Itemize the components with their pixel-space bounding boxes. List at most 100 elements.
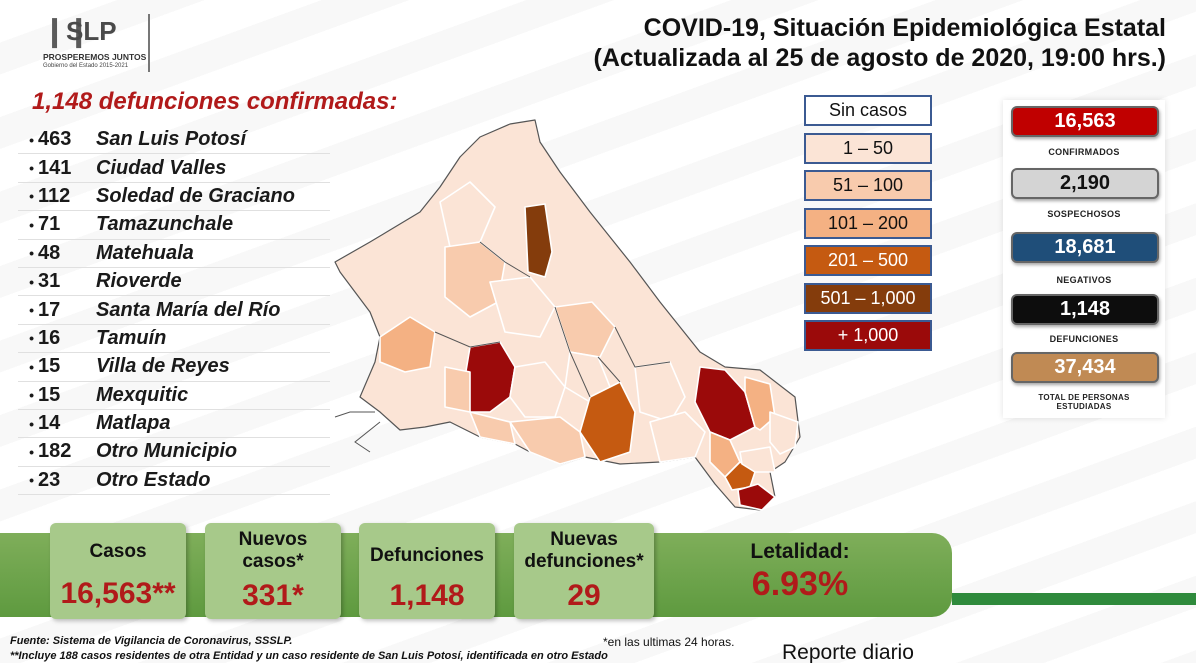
stats-panel: 16,563 CONFIRMADOS 2,190 SOSPECHOSOS 18,681 N… [1003,100,1165,418]
stat-label: TOTAL DE PERSONAS ESTUDIADAS [1038,393,1130,411]
municipality-row: • 15 Mexquitic [18,382,330,410]
map-region-south-a [509,416,586,465]
legend-item: Sin casos [804,95,932,126]
map-region-huasteca-b [724,461,756,491]
card-casos: Casos 16,563** [50,523,186,619]
report-label: Reporte diario [782,641,914,663]
municipality-count: 182 [38,440,72,463]
stat-value-defunciones: 1,148 [1011,294,1159,325]
map-region-west-b [444,366,471,413]
stat-value-negativos: 18,681 [1011,232,1159,263]
logo-subtitle: Gobierno del Estado 2015-2021 [43,63,129,69]
bullet-icon: • [29,131,34,148]
card-defunciones-label: Defunciones [369,545,485,566]
municipality-row: • 48 Matehuala [18,240,330,268]
map-boundary-7 [354,421,381,453]
bullet-icon: • [29,160,34,177]
bullet-icon: • [29,188,34,205]
bullet-icon: • [29,245,34,262]
municipality-count: 15 [38,383,61,406]
municipality-name: Tamuín [96,326,167,349]
municipality-name: Tamazunchale [96,213,234,236]
map-region-tamazunchale [737,483,776,511]
municipality-count: 48 [38,241,61,264]
municipality-count: 23 [38,468,61,491]
card-defunciones: Defunciones 1,148 [359,523,495,619]
municipality-name: Villa de Reyes [96,355,230,378]
card-nuevas-defunciones-label: Nuevas defunciones* [524,529,644,572]
slp-logo: ❙❙ SLP PROSPEREMOS JUNTOS Gobierno del E… [40,12,152,74]
municipality-row: • 463 San Luis Potosí [18,126,330,155]
bullet-icon: • [29,358,34,375]
map-boundary-2 [434,331,501,348]
municipality-name: Matlapa [96,412,171,435]
municipality-name: Ciudad Valles [96,156,227,179]
map-region-north-d [489,276,556,338]
municipality-name: Soledad de Graciano [96,184,295,207]
municipality-row: • 17 Santa María del Río [18,296,330,325]
bullet-icon: • [29,330,34,347]
bullet-icon: • [29,216,34,233]
map-region-valles [694,366,756,441]
card-nuevos-casos-label: Nuevos casos* [238,529,308,572]
card-nuevos-casos-value: 331* [242,579,304,612]
map-region-east-c [769,411,799,455]
logo-tagline: PROSPEREMOS JUNTOS [43,52,147,62]
municipality-name: Matehuala [96,241,194,264]
municipality-count: 17 [38,298,61,321]
municipality-row: • 23 Otro Estado [18,467,330,496]
map-boundary-4 [614,326,671,368]
map-region-center-d [649,411,706,463]
map-region-north-c [524,203,553,278]
footer-note: **Incluye 188 casos residentes de otra E… [10,650,608,662]
municipality-count: 14 [38,412,61,435]
legend-item: 1 – 50 [804,132,932,164]
municipality-count: 16 [38,326,61,349]
municipality-count: 15 [38,355,61,378]
logo-divider [148,14,150,72]
municipality-name: Santa María del Río [96,298,281,321]
card-nuevos-casos: Nuevos casos* 331* [205,523,341,619]
map-boundary-1 [479,241,531,278]
bullet-icon: • [29,387,34,404]
map-region-east-b [744,376,776,431]
map-boundary-5 [597,356,621,383]
municipality-count: 71 [38,213,61,236]
page-title: COVID-19, Situación Epidemiológica Estat… [643,14,1166,42]
map-legend: Sin casos 1 – 50 51 – 100 101 – 200 201 – 50… [804,95,932,358]
logo-emblem-icon: ❙❙ [42,14,91,49]
stat-label: NEGATIVOS [1056,275,1112,285]
legend-item: 201 – 500 [804,245,932,276]
footer-source: Fuente: Sistema de Vigilancia de Coronav… [10,635,293,647]
municipality-name: Otro Municipio [96,440,238,463]
legend-item: + 1,000 [804,320,932,351]
municipality-name: Rioverde [96,270,182,293]
deaths-heading: 1,148 defunciones confirmadas: [32,88,398,115]
stat-value-confirmados: 16,563 [1011,106,1159,137]
stat-label: DEFUNCIONES [1049,334,1119,344]
bullet-icon: • [29,443,34,460]
municipality-row: • 182 Otro Municipio [18,438,330,467]
map-region-north-light [439,181,496,248]
stat-label: CONFIRMADOS [1048,147,1120,157]
logo-text: SLP [66,16,117,46]
map-region-huasteca-c [739,446,776,473]
legend-item: 501 – 1,000 [804,282,932,314]
municipality-row: • 112 Soledad de Graciano [18,183,330,212]
map-boundary-6 [334,411,375,418]
municipality-row: • 141 Ciudad Valles [18,154,330,183]
map-region-west-a [379,316,436,373]
municipality-row: • 16 Tamuín [18,325,330,354]
municipality-name: Otro Estado [96,468,211,491]
municipality-count: 463 [38,128,72,151]
municipality-deaths-list: • 463 San Luis Potosí • 141 Ciudad Valles • 112… [18,126,330,496]
card-casos-label: Casos [89,541,147,562]
page-subtitle: (Actualizada al 25 de agosto de 2020, 19… [593,44,1166,72]
municipality-row: • 31 Rioverde [18,268,330,297]
card-casos-value: 16,563** [60,577,176,610]
map-region-south-b [469,411,516,445]
municipality-name: San Luis Potosí [96,128,247,151]
municipality-row: • 14 Matlapa [18,410,330,439]
card-nuevas-defunciones: Nuevas defunciones* 29 [514,523,654,619]
summary-band-line [952,593,1196,605]
